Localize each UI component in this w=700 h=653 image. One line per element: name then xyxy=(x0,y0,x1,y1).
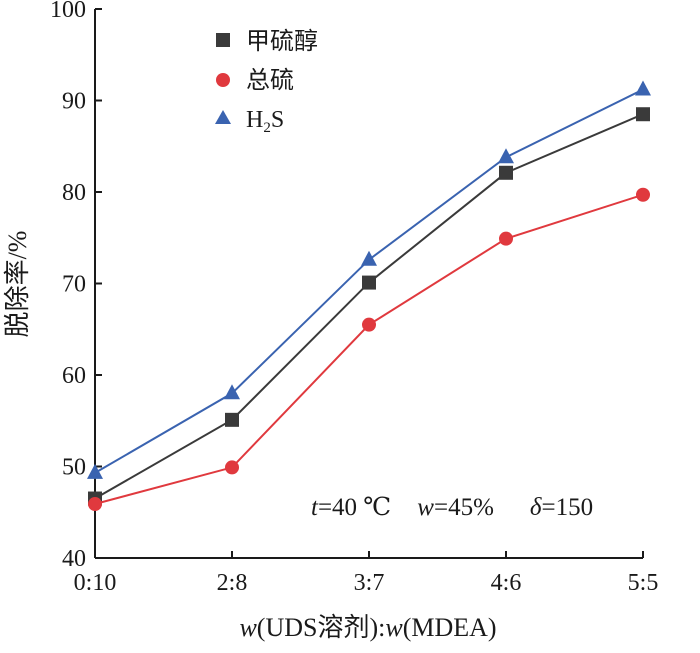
legend-marker-triangle xyxy=(215,110,231,124)
legend-label-h2s: H2S xyxy=(246,107,284,136)
data-point-square xyxy=(499,165,513,180)
y-tick-label: 100 xyxy=(50,0,86,23)
legend-marker-circle xyxy=(216,73,230,87)
x-axis-title-w1: w xyxy=(239,613,257,642)
legend-marker-square xyxy=(216,33,230,47)
x-axis-title-end: (MDEA) xyxy=(403,613,497,642)
legend-label-h2s-end: S xyxy=(271,107,284,133)
x-tick-label: 3:7 xyxy=(354,570,385,596)
x-axis-title-w2: w xyxy=(385,613,403,642)
x-axis-ticks: 0:10 2:8 3:7 4:6 5:5 xyxy=(74,551,659,596)
x-tick-label: 2:8 xyxy=(217,570,248,596)
series-layer xyxy=(87,80,651,512)
data-point-square xyxy=(362,275,376,290)
y-tick-label: 70 xyxy=(62,272,86,298)
series-triangle xyxy=(87,80,651,479)
data-point-circle xyxy=(362,317,376,332)
x-tick-label: 4:6 xyxy=(491,570,522,596)
data-point-circle xyxy=(225,460,239,475)
data-point-triangle xyxy=(87,463,103,479)
legend-label-h2s-sub: 2 xyxy=(263,120,271,136)
legend-label-total-sulfur: 总硫 xyxy=(246,67,294,94)
data-point-circle xyxy=(88,497,102,512)
data-point-triangle xyxy=(224,384,240,400)
legend: 甲硫醇 总硫 H2S xyxy=(215,28,318,136)
data-point-circle xyxy=(636,187,650,202)
series-circle xyxy=(88,187,650,512)
conditions-annotation: t=40 ℃ w=45% δ=150 xyxy=(311,494,593,521)
x-axis-title: w(UDS溶剂):w(MDEA) xyxy=(239,613,496,642)
annotation-t-var: t xyxy=(311,494,319,521)
data-point-triangle xyxy=(635,80,651,96)
annotation-delta-val: =150 xyxy=(542,494,594,521)
legend-label-mercaptan: 甲硫醇 xyxy=(246,28,318,55)
y-axis-title: 脱除率/% xyxy=(3,231,32,338)
annotation-w-var: w xyxy=(417,494,434,521)
annotation-delta-var: δ xyxy=(530,494,542,521)
series-square xyxy=(88,107,650,506)
annotation-t-val: =40 ℃ xyxy=(318,494,391,521)
x-axis-title-mid: (UDS溶剂): xyxy=(257,613,386,642)
y-tick-label: 90 xyxy=(62,89,86,115)
data-point-square xyxy=(225,412,239,427)
y-tick-label: 40 xyxy=(62,546,86,572)
data-point-circle xyxy=(499,231,513,246)
y-tick-label: 60 xyxy=(62,363,86,389)
y-axis-ticks: 40 50 60 70 80 90 100 xyxy=(50,0,102,572)
legend-label-h2s-main: H xyxy=(246,107,263,133)
y-tick-label: 50 xyxy=(62,455,86,481)
x-tick-label: 5:5 xyxy=(628,570,659,596)
y-tick-label: 80 xyxy=(62,180,86,206)
annotation-w-val: =45% xyxy=(434,494,494,521)
data-point-triangle xyxy=(498,148,514,164)
data-point-square xyxy=(636,107,650,122)
series-line xyxy=(94,193,644,505)
series-line xyxy=(94,113,644,500)
x-tick-label: 0:10 xyxy=(74,570,117,596)
data-point-triangle xyxy=(361,250,377,266)
